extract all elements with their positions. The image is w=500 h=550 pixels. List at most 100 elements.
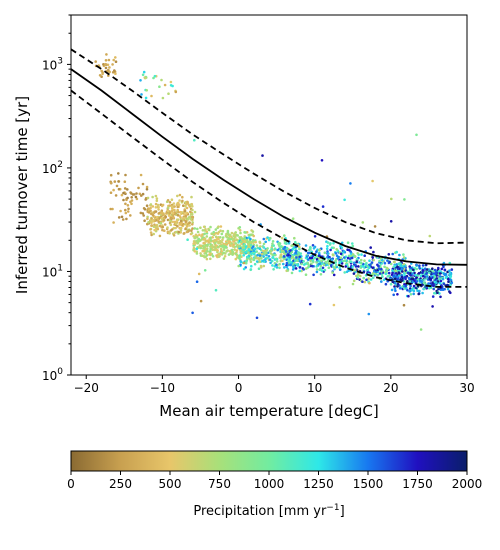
scatter-point xyxy=(290,244,294,247)
scatter-point xyxy=(371,276,375,280)
scatter-point xyxy=(433,268,437,272)
x-tick-label: 10 xyxy=(307,381,322,395)
scatter-point xyxy=(188,224,191,227)
scatter-point xyxy=(114,194,118,197)
scatter-point xyxy=(417,292,421,296)
scatter-point xyxy=(402,253,405,256)
scatter-point xyxy=(394,289,397,293)
scatter-point xyxy=(310,256,314,260)
scatter-point xyxy=(209,247,212,251)
scatter-point xyxy=(406,288,409,292)
scatter-point xyxy=(202,249,206,253)
scatter-point xyxy=(205,257,209,261)
scatter-point xyxy=(432,287,436,291)
scatter-point xyxy=(190,229,193,232)
scatter-point xyxy=(160,212,163,215)
scatter-point xyxy=(150,94,153,98)
scatter-point xyxy=(439,279,443,283)
scatter-point xyxy=(418,264,421,268)
scatter-point xyxy=(361,280,364,284)
scatter-point xyxy=(291,265,295,268)
scatter-point xyxy=(157,220,161,224)
scatter-point xyxy=(137,186,140,190)
scatter-point xyxy=(298,260,302,263)
scatter-point xyxy=(213,248,217,251)
scatter-point xyxy=(221,238,224,241)
scatter-point xyxy=(436,291,439,295)
scatter-point xyxy=(188,221,191,224)
scatter-point xyxy=(163,223,167,226)
scatter-point xyxy=(251,239,255,243)
scatter-point xyxy=(378,272,382,275)
scatter-point xyxy=(431,281,435,284)
scatter-point xyxy=(408,280,412,283)
scatter-point xyxy=(219,252,222,256)
scatter-point xyxy=(352,279,356,283)
scatter-point xyxy=(119,209,122,213)
scatter-point xyxy=(253,253,256,256)
scatter-point xyxy=(413,279,416,283)
scatter-point xyxy=(389,220,393,223)
scatter-point xyxy=(214,235,218,239)
scatter-point xyxy=(179,216,182,219)
scatter-point xyxy=(166,206,170,209)
scatter-point xyxy=(283,255,286,258)
scatter-point xyxy=(189,217,192,221)
scatter-point xyxy=(277,244,281,247)
scatter-point xyxy=(419,279,422,282)
scatter-point xyxy=(191,215,194,219)
scatter-point xyxy=(111,63,114,66)
scatter-point xyxy=(415,276,418,280)
scatter-point xyxy=(197,237,200,241)
scatter-point xyxy=(356,276,360,279)
scatter-point xyxy=(380,280,383,283)
scatter-point xyxy=(158,85,161,88)
scatter-point xyxy=(150,224,154,227)
scatter-point xyxy=(381,275,384,278)
scatter-point xyxy=(387,253,391,256)
scatter-point xyxy=(335,248,339,251)
scatter-point xyxy=(260,252,264,256)
scatter-point xyxy=(246,255,249,259)
scatter-point xyxy=(412,284,416,288)
colorbar-tick-label: 750 xyxy=(208,477,231,491)
scatter-point xyxy=(258,247,262,250)
scatter-point xyxy=(154,194,158,198)
scatter-point xyxy=(186,200,189,204)
scatter-point xyxy=(438,272,442,275)
scatter-point xyxy=(190,195,193,199)
scatter-point xyxy=(185,225,189,228)
scatter-point xyxy=(222,257,226,260)
scatter-point xyxy=(367,277,370,280)
scatter-point xyxy=(193,236,196,240)
scatter-point xyxy=(428,234,432,238)
scatter-point xyxy=(156,218,160,221)
scatter-point xyxy=(184,214,188,218)
scatter-point xyxy=(338,266,342,270)
scatter-point xyxy=(262,242,266,246)
scatter-point xyxy=(357,265,360,268)
scatter-point xyxy=(158,234,162,238)
scatter-point xyxy=(171,220,175,224)
scatter-point xyxy=(250,229,253,232)
scatter-point xyxy=(199,246,203,250)
scatter-point xyxy=(94,60,97,63)
scatter-point xyxy=(172,234,176,237)
y-tick-label: 101 xyxy=(42,263,63,279)
scatter-point xyxy=(298,266,302,269)
scatter-point xyxy=(396,265,399,269)
scatter-point xyxy=(384,272,388,276)
scatter-point xyxy=(229,244,232,247)
scatter-point xyxy=(124,208,127,212)
y-tick-exponent: 1 xyxy=(57,263,63,273)
scatter-point xyxy=(139,79,142,82)
scatter-point xyxy=(154,206,158,209)
scatter-point xyxy=(245,238,249,242)
y-tick-base: 10 xyxy=(42,162,57,176)
scatter-point xyxy=(146,217,149,221)
scatter-point xyxy=(147,207,150,211)
colorbar-tick-label: 500 xyxy=(159,477,182,491)
scatter-point xyxy=(391,252,395,256)
scatter-point xyxy=(342,250,346,253)
